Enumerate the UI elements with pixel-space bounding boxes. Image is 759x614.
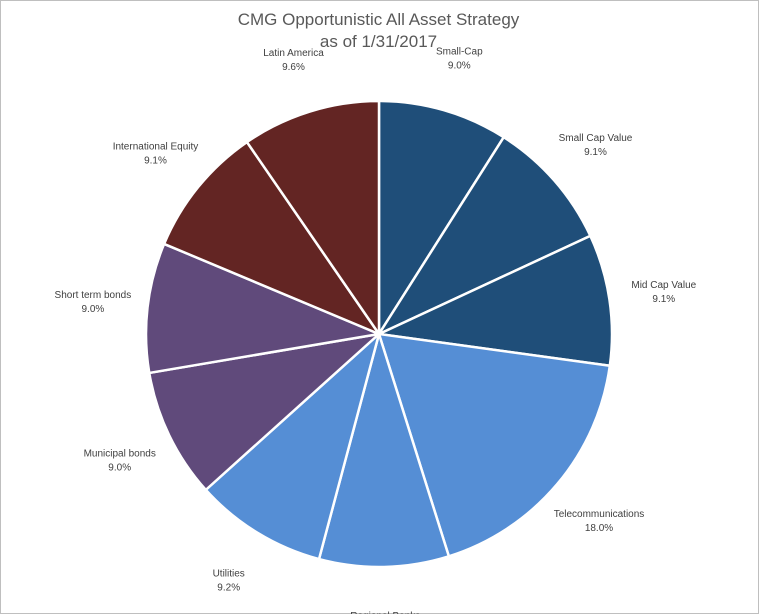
pie-slices (144, 99, 614, 569)
pie-slice-telecommunications (377, 332, 612, 558)
slice-value-short-term-bonds: 9.0% (82, 304, 105, 315)
pie-slice-mid-cap-value (377, 234, 614, 367)
slice-label-mid-cap-value: Mid Cap Value (631, 280, 696, 291)
slice-value-telecommunications: 18.0% (585, 523, 613, 534)
pie-slice-small-cap-value (377, 135, 592, 336)
pie-slice-international-equity (162, 140, 381, 336)
slice-label-latin-america: Latin America (263, 48, 324, 59)
chart-subtitle: as of 1/31/2017 (319, 32, 438, 51)
slice-value-mid-cap-value: 9.1% (652, 294, 675, 305)
slice-value-municipal-bonds: 9.0% (108, 462, 131, 473)
slice-label-telecommunications: Telecommunications (554, 509, 645, 520)
slice-label-municipal-bonds: Municipal bonds (84, 448, 156, 459)
slice-label-international-equity: International Equity (113, 141, 199, 152)
pie-slice-latin-america (245, 99, 381, 336)
slice-label-short-term-bonds: Short term bonds (55, 290, 132, 301)
slice-label-regional-banks: Regional Banks (350, 611, 420, 614)
pie-slice-regional-banks (317, 332, 451, 569)
pie-labels: Small-Cap 9.0% Small Cap Value 9.1% Mid Cap … (55, 46, 697, 614)
slice-value-small-cap: 9.0% (448, 60, 471, 71)
slice-label-utilities: Utilities (213, 569, 245, 580)
slice-value-latin-america: 9.6% (282, 62, 305, 73)
pie-slice-small-cap (377, 99, 505, 336)
chart-title: CMG Opportunistic All Asset Strategy (237, 10, 520, 29)
pie-slice-utilities (204, 332, 381, 561)
slice-value-small-cap-value: 9.1% (584, 147, 607, 158)
pie-slice-municipal-bonds (148, 332, 381, 492)
slice-value-utilities: 9.2% (217, 583, 240, 594)
slice-value-international-equity: 9.1% (144, 155, 167, 166)
slice-label-small-cap: Small-Cap (436, 46, 483, 57)
pie-slice-short-term-bonds (144, 242, 381, 375)
slice-label-small-cap-value: Small Cap Value (559, 133, 633, 144)
